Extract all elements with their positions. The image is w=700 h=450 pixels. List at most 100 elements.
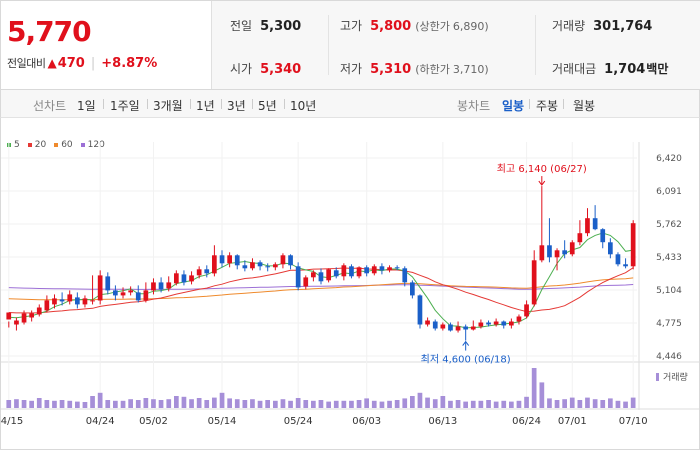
candle-body (181, 274, 187, 283)
volume-bar (257, 400, 263, 408)
candle-body (547, 245, 552, 258)
candle-body (97, 275, 103, 301)
candle-body (265, 266, 270, 268)
candle-body (379, 266, 385, 271)
volume-bar (402, 398, 408, 408)
legend-label: 120 (87, 140, 105, 150)
x-tick-label: 04/24 (86, 416, 115, 427)
candle-body (82, 298, 88, 305)
y-tick-label: 4,446 (656, 352, 682, 362)
upper-limit-value: 6,890) (452, 20, 489, 33)
volume-bar (6, 400, 12, 408)
volume-bar (227, 398, 232, 408)
tab-3m[interactable]: 3개월 (153, 99, 183, 113)
x-tick-label: 06/24 (512, 416, 541, 427)
tab-divider (529, 99, 530, 109)
y-tick-label: 4,775 (656, 319, 682, 329)
tab-divider (563, 99, 564, 109)
volume-bar (394, 400, 400, 408)
volume-bar (463, 401, 468, 408)
volume-bar (448, 400, 453, 408)
candle-chart-label: 봉차트 (457, 99, 491, 113)
candle-body (402, 268, 408, 283)
candle-body (592, 218, 598, 230)
volume-bar (189, 399, 194, 408)
candle-body (410, 282, 415, 296)
candle-body (432, 321, 438, 329)
candle-body (478, 322, 484, 327)
volume-bar (67, 400, 73, 408)
candle-body (623, 264, 628, 267)
high-value: 5,800 (370, 19, 412, 34)
volume-bar (387, 400, 392, 408)
trade-value-unit: 백만 (646, 62, 669, 76)
candle-body (273, 264, 278, 268)
tab-1w[interactable]: 1주일 (110, 99, 140, 113)
candlestick-chart[interactable]: 6,420 6,091 5,762 5,433 5,104 4,775 4,446 04/15… (1, 118, 699, 449)
tab-1y[interactable]: 1년 (196, 99, 215, 113)
legend-swatch (27, 143, 32, 147)
volume-bar (265, 400, 270, 408)
volume-bar (135, 400, 141, 408)
volume-bar (371, 400, 377, 408)
ma120-line (8, 284, 634, 290)
legend-swatch (80, 143, 85, 147)
volume-bar (318, 400, 324, 408)
candle-body (371, 266, 377, 274)
candle-body (36, 307, 42, 315)
candle-body (242, 265, 248, 269)
y-tick-label: 5,104 (656, 286, 682, 296)
candle-body (44, 300, 50, 311)
candle-body (440, 324, 446, 329)
tab-divider (147, 99, 148, 109)
candle-body (250, 262, 255, 269)
candle-body (341, 265, 347, 277)
volume-bar (75, 401, 80, 408)
y-tick-label: 6,420 (656, 154, 682, 164)
candle-body (90, 300, 95, 302)
volume-bar (311, 400, 316, 408)
tab-weekly[interactable]: 주봉 (536, 99, 559, 113)
tab-5y[interactable]: 5년 (258, 99, 277, 113)
tab-1d[interactable]: 1일 (77, 99, 96, 113)
stats-panel: 전일 5,300 고가 5,800 (상한가 6,890) 거래량 301,76… (211, 1, 700, 89)
volume-bar (600, 400, 606, 408)
candle-body (29, 313, 34, 318)
tab-divider (190, 99, 191, 109)
volume-bar (478, 400, 484, 408)
tab-monthly[interactable]: 월봉 (573, 99, 596, 113)
candle-body (280, 255, 286, 265)
candle-body (349, 266, 354, 277)
candle-body (219, 255, 225, 264)
low-label: 저가 (340, 62, 363, 76)
legend-ma60: 60 (54, 140, 73, 150)
volume-legend-swatch (656, 373, 659, 381)
volume-bar (554, 400, 560, 408)
tab-daily[interactable]: 일봉 (502, 99, 525, 113)
up-arrow-icon: ▲ (47, 56, 57, 70)
candle-body (105, 276, 111, 291)
volume-bar (242, 400, 248, 408)
candle-body (311, 272, 316, 278)
volume-bar (303, 400, 309, 408)
volume-bar (151, 399, 156, 408)
volume-bar (432, 399, 438, 408)
volume-bar (630, 397, 636, 408)
volume-bar (90, 396, 95, 408)
candle-body (509, 321, 514, 326)
volume-bar (615, 400, 621, 408)
candle-body (21, 313, 27, 323)
volume-bar (585, 397, 590, 408)
volume-bar (166, 399, 172, 408)
low-value: 5,310 (370, 62, 412, 77)
candle-body (166, 282, 172, 289)
tab-3y[interactable]: 3년 (227, 99, 246, 113)
volume-bar (21, 400, 27, 408)
candle-body (113, 290, 118, 296)
prev-close-value: 5,300 (260, 19, 302, 34)
volume-bar (509, 401, 514, 408)
y-tick-label: 5,762 (656, 220, 682, 230)
candle-body (326, 269, 331, 281)
prev-close-label: 전일 (230, 19, 253, 33)
tab-10y[interactable]: 10년 (290, 99, 317, 113)
